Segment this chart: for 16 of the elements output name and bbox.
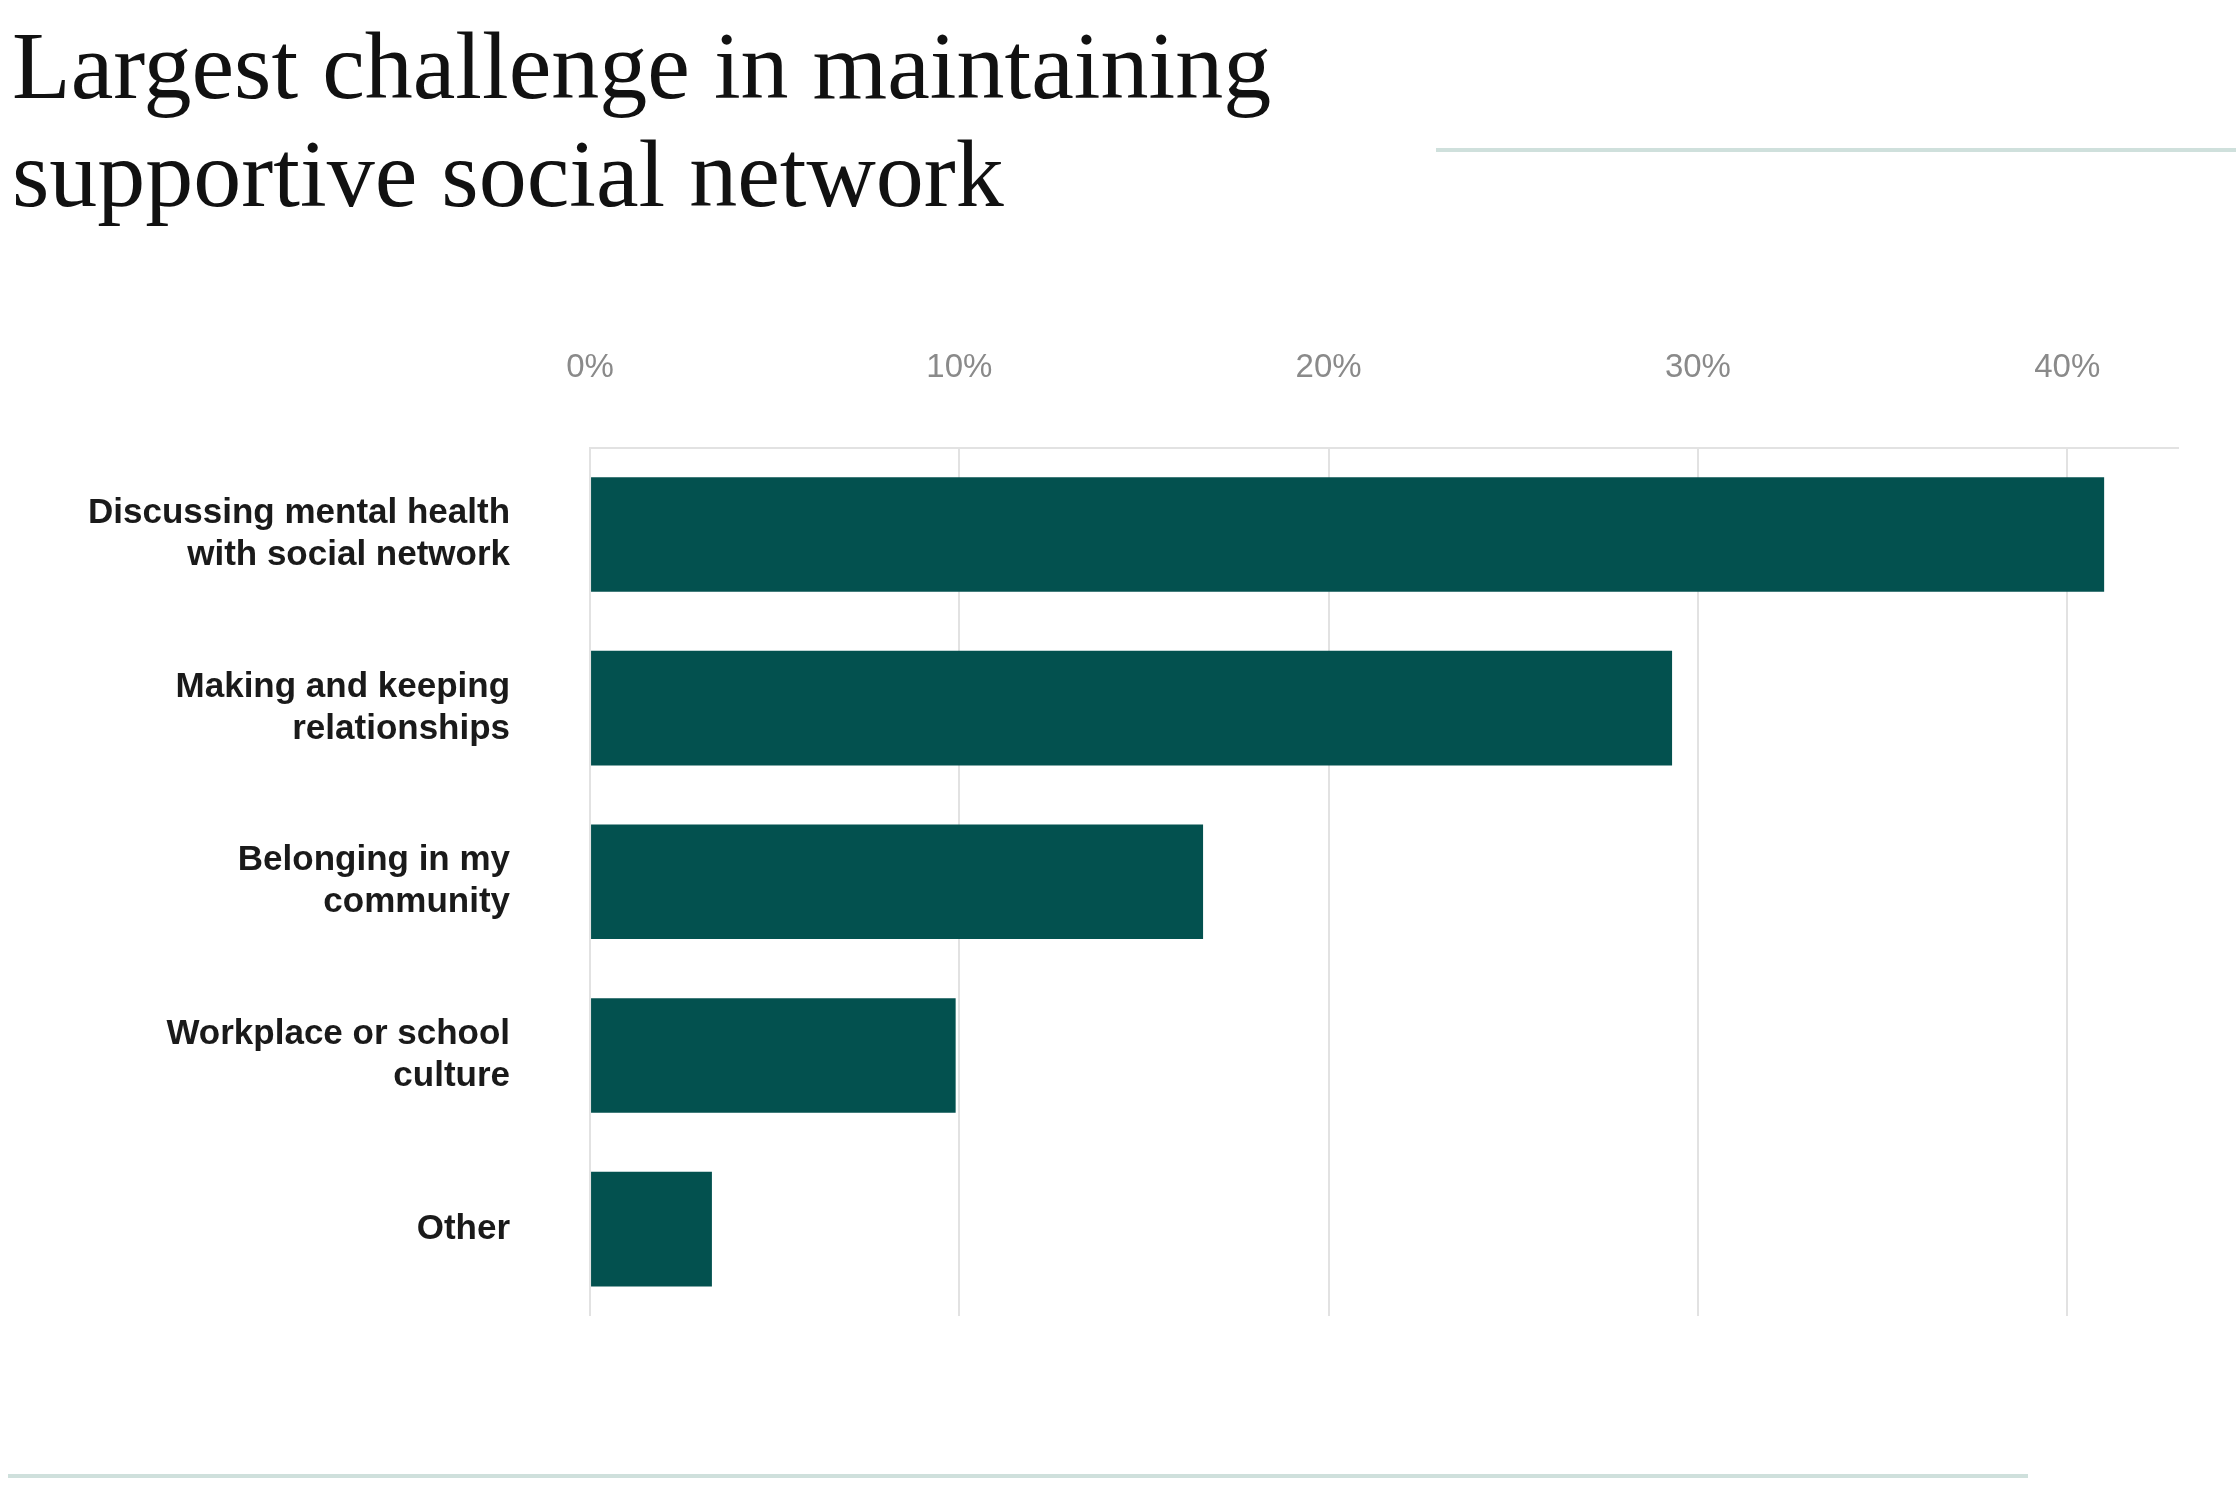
bar	[591, 824, 1204, 940]
y-tick-label: Workplace or school culture	[166, 1012, 511, 1094]
bar	[591, 998, 956, 1113]
bar	[591, 477, 2105, 592]
x-tick-label: 10%	[926, 346, 993, 384]
y-tick-label: Belonging in my community	[237, 838, 511, 920]
chart-title: Largest challenge in maintaining supportive social network	[12, 12, 1273, 228]
bar	[591, 650, 1673, 766]
bar	[591, 1171, 712, 1287]
y-tick-label: Discussing mental health with social network	[87, 491, 511, 573]
x-tick-label: 30%	[1664, 346, 1731, 384]
x-tick-label: 40%	[2034, 346, 2101, 384]
y-tick-label: Other	[416, 1206, 511, 1246]
x-tick-label: 20%	[1295, 346, 1362, 384]
y-tick-label: Making and keeping relationships	[175, 664, 511, 746]
x-tick-label: 0%	[566, 346, 614, 384]
